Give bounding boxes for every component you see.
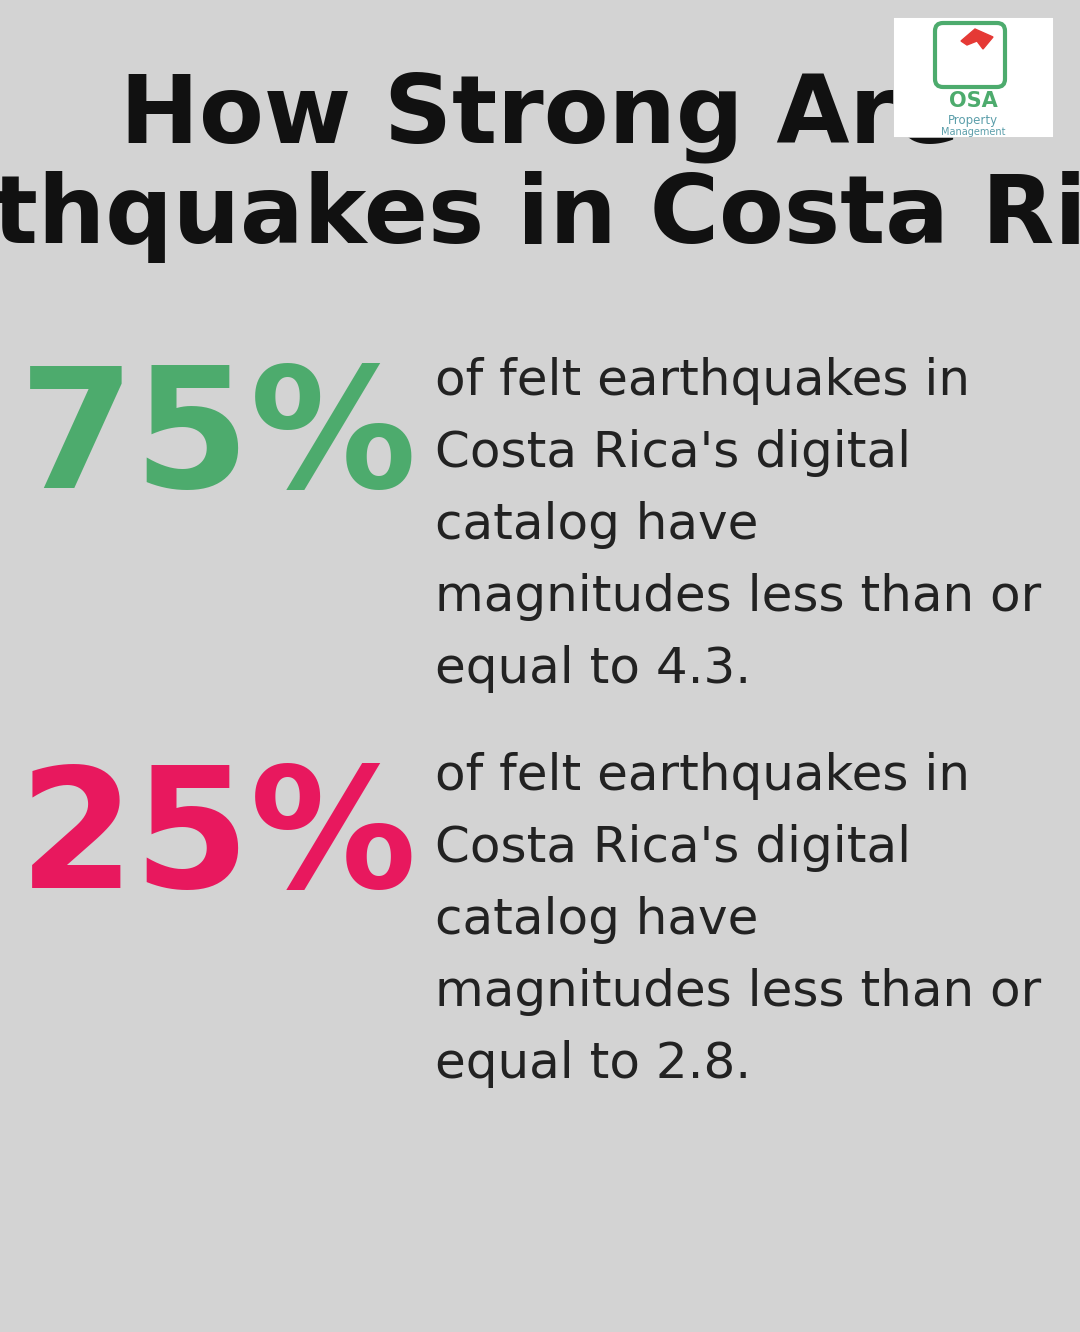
Polygon shape: [961, 29, 993, 49]
Text: Management: Management: [941, 127, 1005, 137]
Text: Costa Rica's digital: Costa Rica's digital: [435, 825, 912, 872]
Text: 25%: 25%: [18, 761, 417, 923]
Text: magnitudes less than or: magnitudes less than or: [435, 573, 1041, 621]
Text: of felt earthquakes in: of felt earthquakes in: [435, 357, 970, 405]
Text: catalog have: catalog have: [435, 896, 758, 944]
Text: Earthquakes in Costa Rica?: Earthquakes in Costa Rica?: [0, 170, 1080, 262]
Text: magnitudes less than or: magnitudes less than or: [435, 968, 1041, 1016]
FancyBboxPatch shape: [893, 17, 1053, 137]
Text: catalog have: catalog have: [435, 501, 758, 549]
Text: How Strong Are: How Strong Are: [120, 71, 960, 163]
Text: equal to 4.3.: equal to 4.3.: [435, 645, 751, 693]
Text: Costa Rica's digital: Costa Rica's digital: [435, 429, 912, 477]
Text: 75%: 75%: [18, 361, 417, 523]
Text: of felt earthquakes in: of felt earthquakes in: [435, 753, 970, 801]
Text: OSA: OSA: [948, 91, 997, 111]
Text: Property: Property: [948, 113, 998, 127]
Text: equal to 2.8.: equal to 2.8.: [435, 1040, 751, 1088]
